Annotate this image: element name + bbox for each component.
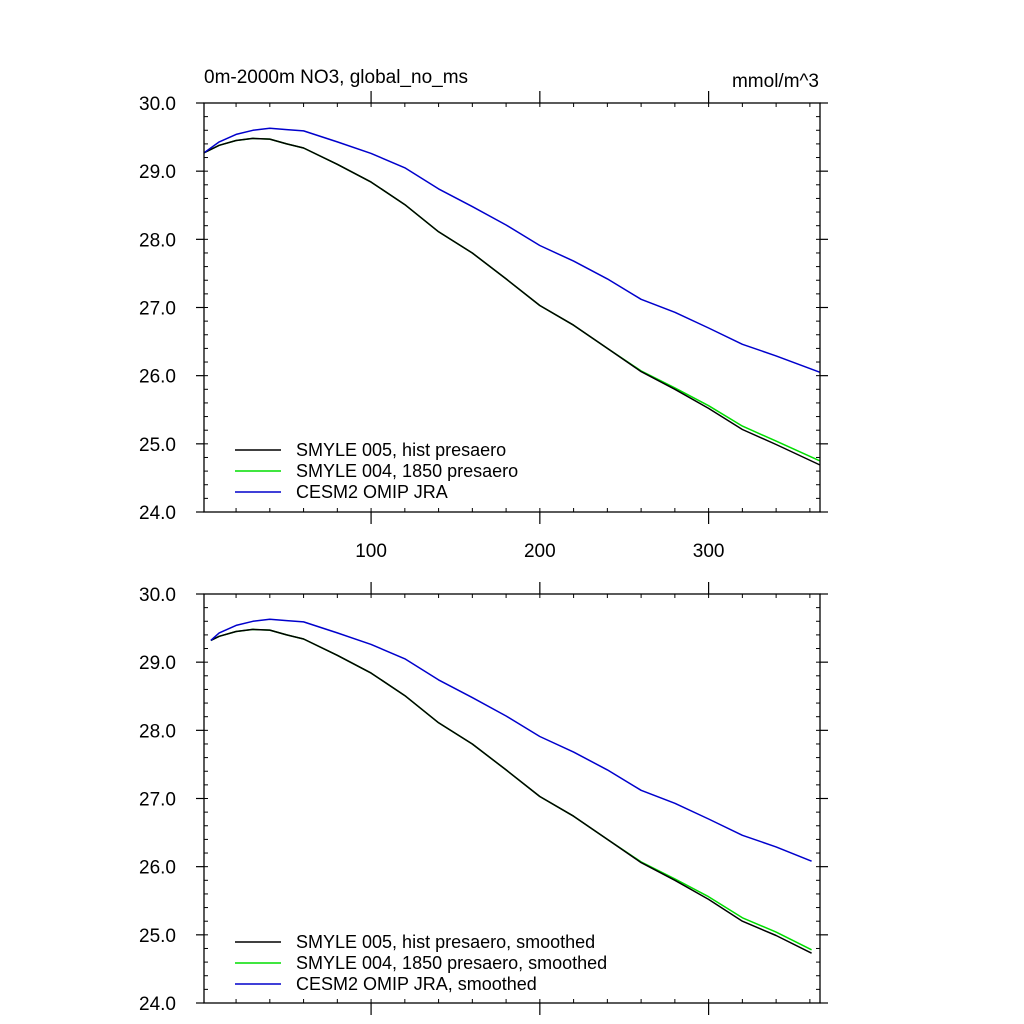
series-lines	[210, 618, 812, 954]
y-tick-label: 30.0	[139, 94, 176, 115]
legend-label: CESM2 OMIP JRA	[296, 482, 448, 502]
y-tick-label: 28.0	[139, 721, 176, 742]
tick-labels: 24.0 25.0 26.0 27.0 28.0 29.0 30.0 100 200 300	[139, 94, 724, 562]
y-tick-label: 27.0	[139, 299, 176, 320]
series-line	[203, 137, 821, 466]
y-tick-label: 29.0	[139, 162, 176, 183]
y-tick-label: 30.0	[139, 585, 176, 606]
y-tick-label: 24.0	[139, 503, 176, 524]
panel-bottom: 24.0 25.0 26.0 27.0 28.0 29.0 30.0 SMYLE 005, …	[139, 582, 828, 1015]
x-tick-label: 200	[524, 541, 556, 562]
series-line	[210, 628, 812, 951]
legend: SMYLE 005, hist presaero, smoothedSMYLE …	[235, 932, 607, 994]
series-lines	[203, 127, 821, 466]
y-tick-label: 25.0	[139, 435, 176, 456]
legend-label: SMYLE 005, hist presaero, smoothed	[296, 932, 595, 952]
y-tick-label: 26.0	[139, 858, 176, 879]
legend-label: SMYLE 004, 1850 presaero, smoothed	[296, 953, 607, 973]
x-tick-label: 100	[355, 541, 387, 562]
series-line	[203, 127, 821, 374]
y-tick-label: 25.0	[139, 926, 176, 947]
units-label: mmol/m^3	[732, 71, 819, 92]
axis-ticks	[196, 582, 828, 1015]
tick-labels: 24.0 25.0 26.0 27.0 28.0 29.0 30.0	[139, 585, 176, 1015]
legend-label: SMYLE 005, hist presaero	[296, 440, 506, 460]
series-line	[210, 628, 812, 954]
y-tick-label: 28.0	[139, 230, 176, 251]
axis-ticks	[196, 91, 828, 524]
series-line	[203, 137, 821, 462]
legend-label: SMYLE 004, 1850 presaero	[296, 461, 518, 481]
x-tick-label: 300	[693, 541, 725, 562]
plot-frame	[203, 102, 821, 513]
series-line	[210, 618, 812, 862]
panel-top: 0m-2000m NO3, global_no_ms mmol/m^3 24.0…	[139, 67, 828, 562]
plot-frame	[203, 593, 821, 1004]
legend-label: CESM2 OMIP JRA, smoothed	[296, 974, 537, 994]
y-tick-label: 27.0	[139, 790, 176, 811]
y-tick-label: 26.0	[139, 367, 176, 388]
y-tick-label: 24.0	[139, 994, 176, 1015]
chart-title: 0m-2000m NO3, global_no_ms	[204, 67, 468, 88]
y-tick-label: 29.0	[139, 653, 176, 674]
